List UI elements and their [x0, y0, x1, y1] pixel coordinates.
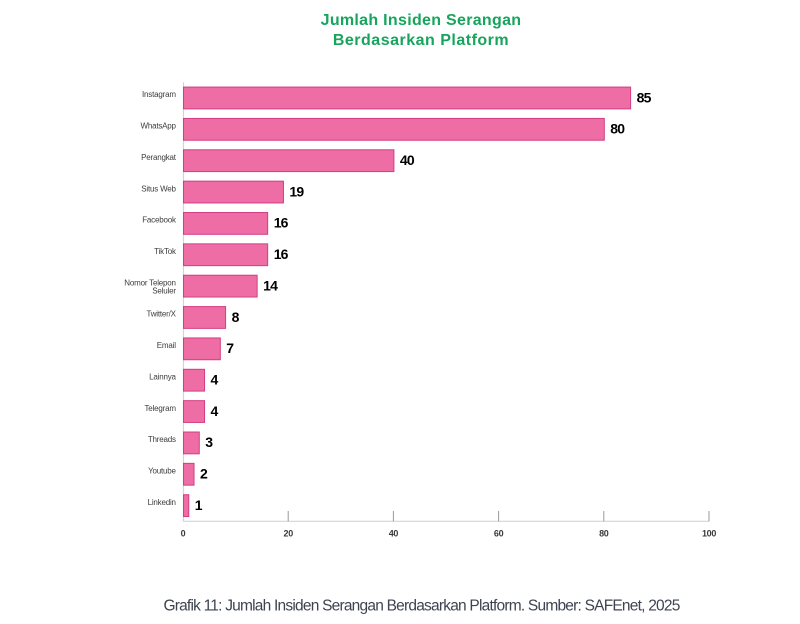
svg-text:Telegram: Telegram: [144, 404, 176, 413]
svg-text:WhatsApp: WhatsApp: [140, 122, 176, 131]
svg-text:20: 20: [283, 529, 293, 539]
svg-text:Lainnya: Lainnya: [149, 372, 176, 381]
svg-text:Seluler: Seluler: [152, 287, 176, 296]
svg-text:Instagram: Instagram: [142, 90, 176, 99]
svg-text:Perangkat: Perangkat: [141, 153, 177, 162]
svg-text:7: 7: [226, 340, 234, 356]
svg-text:3: 3: [205, 434, 213, 450]
svg-text:TikTok: TikTok: [154, 247, 177, 256]
svg-text:4: 4: [211, 371, 219, 387]
svg-text:14: 14: [263, 277, 278, 293]
svg-text:16: 16: [274, 246, 289, 262]
svg-text:4: 4: [211, 403, 219, 419]
svg-text:80: 80: [610, 121, 625, 137]
svg-text:Twitter/X: Twitter/X: [146, 310, 176, 319]
svg-text:100: 100: [702, 529, 716, 539]
svg-text:Threads: Threads: [148, 435, 176, 444]
svg-text:Nomor Telepon: Nomor Telepon: [124, 279, 176, 288]
svg-text:Linkedin: Linkedin: [148, 498, 176, 507]
svg-text:1: 1: [195, 497, 203, 513]
svg-text:Jumlah Insiden Serangan: Jumlah Insiden Serangan: [321, 12, 522, 29]
svg-text:85: 85: [637, 89, 652, 105]
svg-text:2: 2: [200, 466, 208, 482]
svg-text:Grafik 11: Jumlah Insiden Sera: Grafik 11: Jumlah Insiden Serangan Berda…: [163, 597, 679, 614]
svg-text:8: 8: [232, 309, 240, 325]
svg-text:19: 19: [289, 183, 304, 199]
svg-text:40: 40: [400, 152, 415, 168]
svg-text:40: 40: [389, 529, 399, 539]
svg-text:16: 16: [274, 215, 289, 231]
svg-text:Berdasarkan Platform: Berdasarkan Platform: [333, 32, 509, 49]
svg-text:Youtube: Youtube: [148, 466, 176, 475]
svg-text:0: 0: [181, 529, 186, 539]
svg-text:Facebook: Facebook: [142, 216, 177, 225]
svg-text:80: 80: [599, 529, 609, 539]
svg-text:Situs Web: Situs Web: [141, 184, 176, 193]
svg-text:Email: Email: [157, 341, 176, 350]
svg-text:60: 60: [494, 529, 504, 539]
